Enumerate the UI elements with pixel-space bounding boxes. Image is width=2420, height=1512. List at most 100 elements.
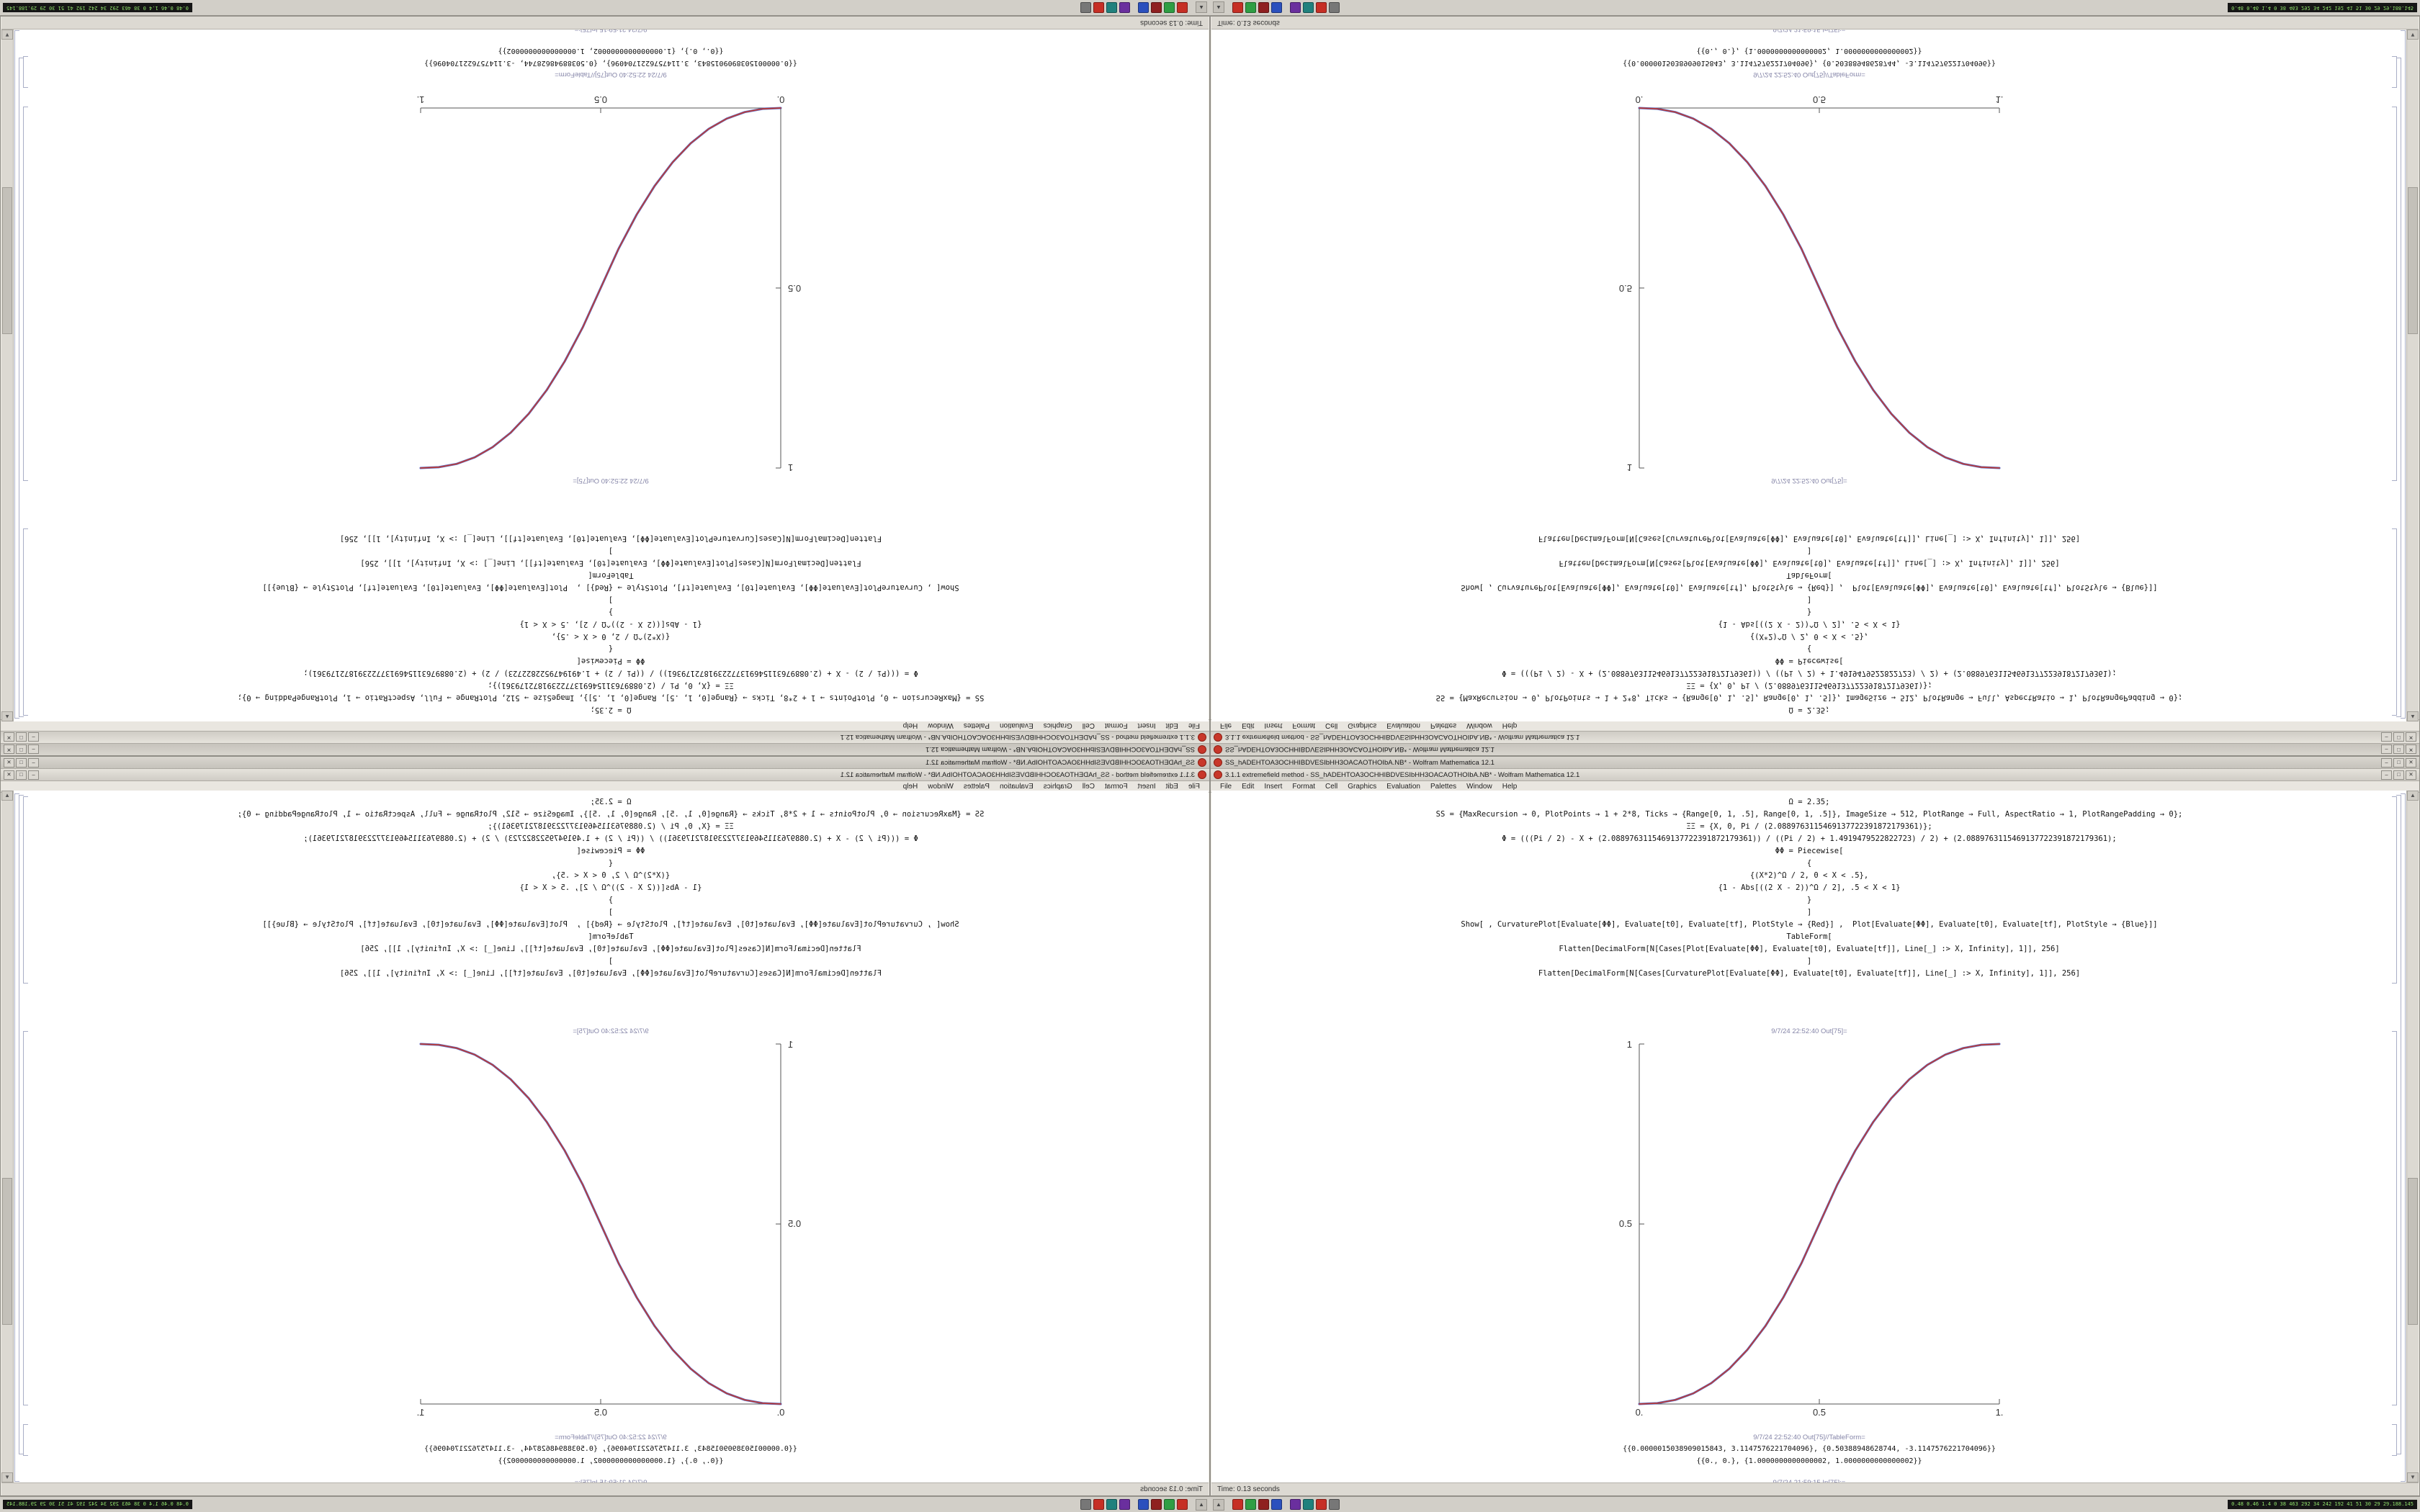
taskbar-app-icon[interactable] bbox=[1177, 1499, 1188, 1510]
scroll-up-icon[interactable]: ▲ bbox=[1, 711, 13, 721]
menu-graphics[interactable]: Graphics bbox=[1043, 721, 1072, 729]
maximize-button[interactable]: □ bbox=[16, 757, 27, 768]
taskbar-app-icon[interactable] bbox=[1290, 2, 1301, 13]
taskbar-menu-icon[interactable]: ▲ bbox=[1196, 1, 1207, 14]
menu-graphics[interactable]: Graphics bbox=[1043, 783, 1072, 791]
taskbar-app-icon[interactable] bbox=[1329, 2, 1340, 13]
menu-file[interactable]: File bbox=[1188, 721, 1200, 729]
minimize-button[interactable]: – bbox=[2381, 757, 2392, 768]
menu-edit[interactable]: Edit bbox=[1242, 721, 1255, 729]
minimize-button[interactable]: – bbox=[28, 757, 39, 768]
window-titlebar-front[interactable]: 3.1.1 extremefield method - SS_hADEHTOA3… bbox=[1, 769, 1209, 781]
menu-format[interactable]: Format bbox=[1292, 721, 1316, 729]
taskbar-app-icon[interactable] bbox=[1258, 2, 1269, 13]
menu-cell[interactable]: Cell bbox=[1082, 721, 1095, 729]
window-titlebar-front[interactable]: 3.1.1 extremefield method - SS_hADEHTOA3… bbox=[1211, 769, 2419, 781]
taskbar-app-icon[interactable] bbox=[1245, 1499, 1256, 1510]
maximize-button[interactable]: □ bbox=[2393, 744, 2404, 755]
menu-palettes[interactable]: Palettes bbox=[963, 721, 990, 729]
scrollbar-thumb[interactable] bbox=[2408, 1178, 2418, 1325]
scrollbar-thumb[interactable] bbox=[2, 187, 12, 334]
menu-help[interactable]: Help bbox=[1502, 721, 1518, 729]
taskbar-app-icon[interactable] bbox=[1316, 2, 1327, 13]
vertical-scrollbar[interactable]: ▲ ▼ bbox=[2406, 791, 2419, 1482]
menu-insert[interactable]: Insert bbox=[1264, 721, 1283, 729]
menu-window[interactable]: Window bbox=[1466, 783, 1492, 791]
menu-insert[interactable]: Insert bbox=[1137, 721, 1156, 729]
scroll-down-icon[interactable]: ▼ bbox=[1, 1472, 13, 1482]
taskbar-app-icon[interactable] bbox=[1177, 2, 1188, 13]
menu-format[interactable]: Format bbox=[1104, 721, 1128, 729]
menu-help[interactable]: Help bbox=[902, 783, 918, 791]
menu-cell[interactable]: Cell bbox=[1325, 783, 1338, 791]
menu-evaluation[interactable]: Evaluation bbox=[1386, 721, 1420, 729]
cell-bracket-plot[interactable] bbox=[23, 107, 28, 481]
cell-bracket-input[interactable] bbox=[23, 528, 28, 716]
taskbar-app-icon[interactable] bbox=[1271, 1499, 1282, 1510]
close-button[interactable]: ✕ bbox=[2406, 770, 2416, 780]
menu-format[interactable]: Format bbox=[1292, 783, 1316, 791]
menu-edit[interactable]: Edit bbox=[1242, 783, 1255, 791]
input-cell-code[interactable]: Ω = 2.35; SS = {MaxRecursion → 0, PlotPo… bbox=[1435, 534, 2183, 714]
cell-bracket-plot[interactable] bbox=[23, 1031, 28, 1405]
taskbar-app-icon[interactable] bbox=[1093, 1499, 1104, 1510]
taskbar-app-icon[interactable] bbox=[1232, 1499, 1243, 1510]
minimize-button[interactable]: – bbox=[2381, 732, 2392, 742]
menu-palettes[interactable]: Palettes bbox=[1430, 721, 1457, 729]
cell-bracket-plot[interactable] bbox=[2392, 1031, 2397, 1405]
scroll-down-icon[interactable]: ▼ bbox=[2407, 30, 2419, 40]
window-titlebar-back[interactable]: SS_hADEHTOA3OCHHIBDVESIbHH3OACAOTHOIbA.N… bbox=[1211, 743, 2419, 755]
cell-bracket-table[interactable] bbox=[2392, 1424, 2397, 1456]
taskbar-app-icon[interactable] bbox=[1329, 1499, 1340, 1510]
taskbar-app-icon[interactable] bbox=[1245, 2, 1256, 13]
taskbar-app-icon[interactable] bbox=[1093, 2, 1104, 13]
close-button[interactable]: ✕ bbox=[4, 757, 14, 768]
menu-evaluation[interactable]: Evaluation bbox=[1000, 783, 1034, 791]
cell-bracket-group[interactable] bbox=[2396, 58, 2401, 717]
menu-evaluation[interactable]: Evaluation bbox=[1386, 783, 1420, 791]
cell-bracket-table[interactable] bbox=[23, 56, 28, 88]
taskbar-app-icon[interactable] bbox=[1080, 1499, 1091, 1510]
menu-help[interactable]: Help bbox=[1502, 783, 1518, 791]
taskbar-app-icon[interactable] bbox=[1106, 1499, 1117, 1510]
cell-bracket-input[interactable] bbox=[2392, 796, 2397, 984]
window-titlebar-back[interactable]: SS_hADEHTOA3OCHHIBDVESIbHH3OACAOTHOIbA.N… bbox=[1211, 757, 2419, 769]
window-titlebar-front[interactable]: 3.1.1 extremefield method - SS_hADEHTOA3… bbox=[1, 731, 1209, 743]
taskbar-menu-icon[interactable]: ▲ bbox=[1213, 1, 1224, 14]
menu-cell[interactable]: Cell bbox=[1325, 721, 1338, 729]
maximize-button[interactable]: □ bbox=[2393, 770, 2404, 780]
close-button[interactable]: ✕ bbox=[2406, 732, 2416, 742]
maximize-button[interactable]: □ bbox=[16, 770, 27, 780]
cell-bracket-input[interactable] bbox=[2392, 528, 2397, 716]
scroll-down-icon[interactable]: ▼ bbox=[1, 30, 13, 40]
menu-edit[interactable]: Edit bbox=[1165, 721, 1178, 729]
menu-graphics[interactable]: Graphics bbox=[1348, 721, 1377, 729]
menu-palettes[interactable]: Palettes bbox=[963, 783, 990, 791]
menu-window[interactable]: Window bbox=[928, 783, 954, 791]
taskbar-app-icon[interactable] bbox=[1151, 2, 1162, 13]
close-button[interactable]: ✕ bbox=[2406, 744, 2416, 755]
menu-window[interactable]: Window bbox=[928, 721, 954, 729]
taskbar-app-icon[interactable] bbox=[1138, 1499, 1149, 1510]
close-button[interactable]: ✕ bbox=[4, 744, 14, 755]
menu-insert[interactable]: Insert bbox=[1137, 783, 1156, 791]
menu-file[interactable]: File bbox=[1220, 783, 1232, 791]
cell-bracket-table[interactable] bbox=[23, 1424, 28, 1456]
menu-cell[interactable]: Cell bbox=[1082, 783, 1095, 791]
window-titlebar-back[interactable]: SS_hADEHTOA3OCHHIBDVESIbHH3OACAOTHOIbA.N… bbox=[1, 743, 1209, 755]
taskbar-app-icon[interactable] bbox=[1271, 2, 1282, 13]
close-button[interactable]: ✕ bbox=[4, 732, 14, 742]
menu-window[interactable]: Window bbox=[1466, 721, 1492, 729]
menu-help[interactable]: Help bbox=[902, 721, 918, 729]
cell-bracket-input[interactable] bbox=[23, 796, 28, 984]
menu-file[interactable]: File bbox=[1220, 721, 1232, 729]
taskbar-app-icon[interactable] bbox=[1303, 1499, 1314, 1510]
input-cell-code[interactable]: Ω = 2.35; SS = {MaxRecursion → 0, PlotPo… bbox=[237, 798, 985, 978]
menu-insert[interactable]: Insert bbox=[1264, 783, 1283, 791]
taskbar-app-icon[interactable] bbox=[1303, 2, 1314, 13]
maximize-button[interactable]: □ bbox=[16, 732, 27, 742]
vertical-scrollbar[interactable]: ▲ ▼ bbox=[2406, 30, 2419, 721]
close-button[interactable]: ✕ bbox=[2406, 757, 2416, 768]
menu-palettes[interactable]: Palettes bbox=[1430, 783, 1457, 791]
taskbar-app-icon[interactable] bbox=[1316, 1499, 1327, 1510]
